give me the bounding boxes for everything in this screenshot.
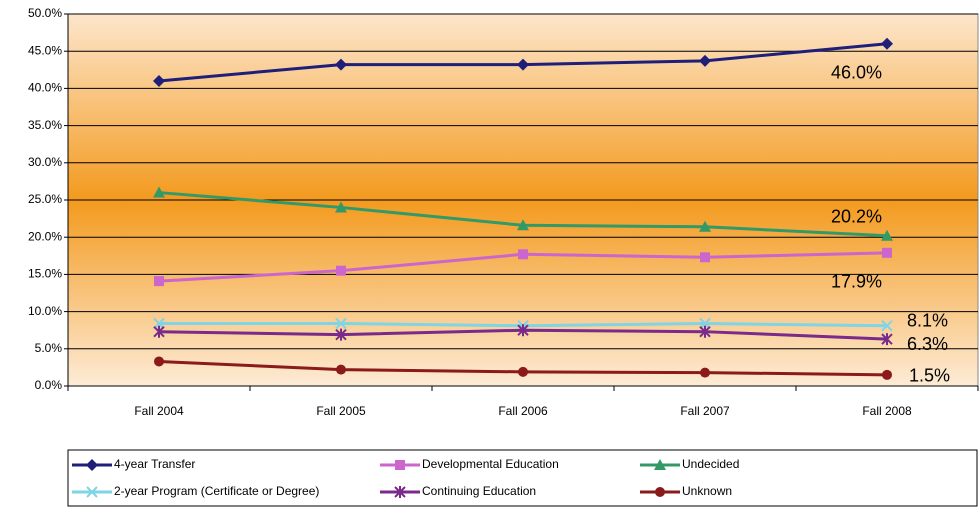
y-tick-label: 30.0% (28, 155, 62, 169)
value-label: 17.9% (831, 272, 882, 292)
legend-label: Continuing Education (422, 484, 536, 498)
legend-label: Developmental Education (422, 457, 559, 471)
marker (881, 37, 893, 50)
y-tick-label: 25.0% (28, 192, 62, 206)
legend-marker (655, 487, 665, 497)
marker (335, 58, 347, 71)
y-tick-label: 5.0% (35, 341, 63, 355)
marker (335, 328, 347, 341)
x-tick-label: Fall 2004 (134, 404, 184, 418)
marker (881, 229, 893, 241)
y-tick-label: 45.0% (28, 43, 62, 57)
y-tick-label: 40.0% (28, 81, 62, 95)
marker (518, 366, 528, 377)
y-tick-label: 15.0% (28, 267, 62, 281)
marker (517, 324, 529, 337)
marker (882, 369, 892, 380)
y-tick-label: 0.0% (35, 378, 63, 392)
y-tick-label: 50.0% (28, 6, 62, 20)
marker (699, 317, 711, 330)
legend-marker (395, 460, 405, 470)
x-tick-label: Fall 2006 (498, 404, 548, 418)
legend-marker (86, 486, 98, 498)
x-tick-label: Fall 2007 (680, 404, 730, 418)
marker (154, 276, 164, 287)
y-tick-label: 10.0% (28, 304, 62, 318)
marker (517, 219, 529, 231)
legend-marker (86, 459, 98, 471)
value-label: 6.3% (907, 334, 948, 354)
value-label: 8.1% (907, 310, 948, 330)
series (153, 37, 893, 87)
marker (153, 186, 165, 198)
marker (336, 364, 346, 375)
marker (699, 220, 711, 232)
legend-label: 2-year Program (Certificate or Degree) (114, 484, 319, 498)
series (154, 356, 892, 380)
legend-label: Undecided (682, 457, 739, 471)
legend (67, 449, 978, 507)
legend-label: Unknown (682, 484, 732, 498)
legend-marker (394, 486, 406, 498)
marker (153, 74, 165, 87)
series (153, 324, 893, 346)
marker (518, 249, 528, 260)
marker (700, 252, 710, 263)
marker (882, 247, 892, 258)
marker (153, 317, 165, 330)
marker (700, 367, 710, 378)
marker (881, 320, 893, 332)
marker (517, 58, 529, 71)
legend-label: 4-year Transfer (114, 457, 195, 471)
y-tick-label: 20.0% (28, 229, 62, 243)
marker (881, 333, 893, 346)
x-tick-label: Fall 2005 (316, 404, 366, 418)
value-label: 46.0% (831, 63, 882, 83)
marker (336, 265, 346, 276)
marker (153, 325, 165, 338)
legend-marker (654, 459, 666, 470)
y-tick-label: 35.0% (28, 118, 62, 132)
marker (699, 325, 711, 338)
series (153, 186, 893, 241)
value-label: 20.2% (831, 206, 882, 226)
marker (335, 317, 347, 330)
marker (154, 356, 164, 367)
value-label: 1.5% (909, 366, 950, 386)
marker (699, 54, 711, 67)
x-tick-label: Fall 2008 (862, 404, 912, 418)
marker (335, 201, 347, 213)
series (154, 247, 892, 287)
